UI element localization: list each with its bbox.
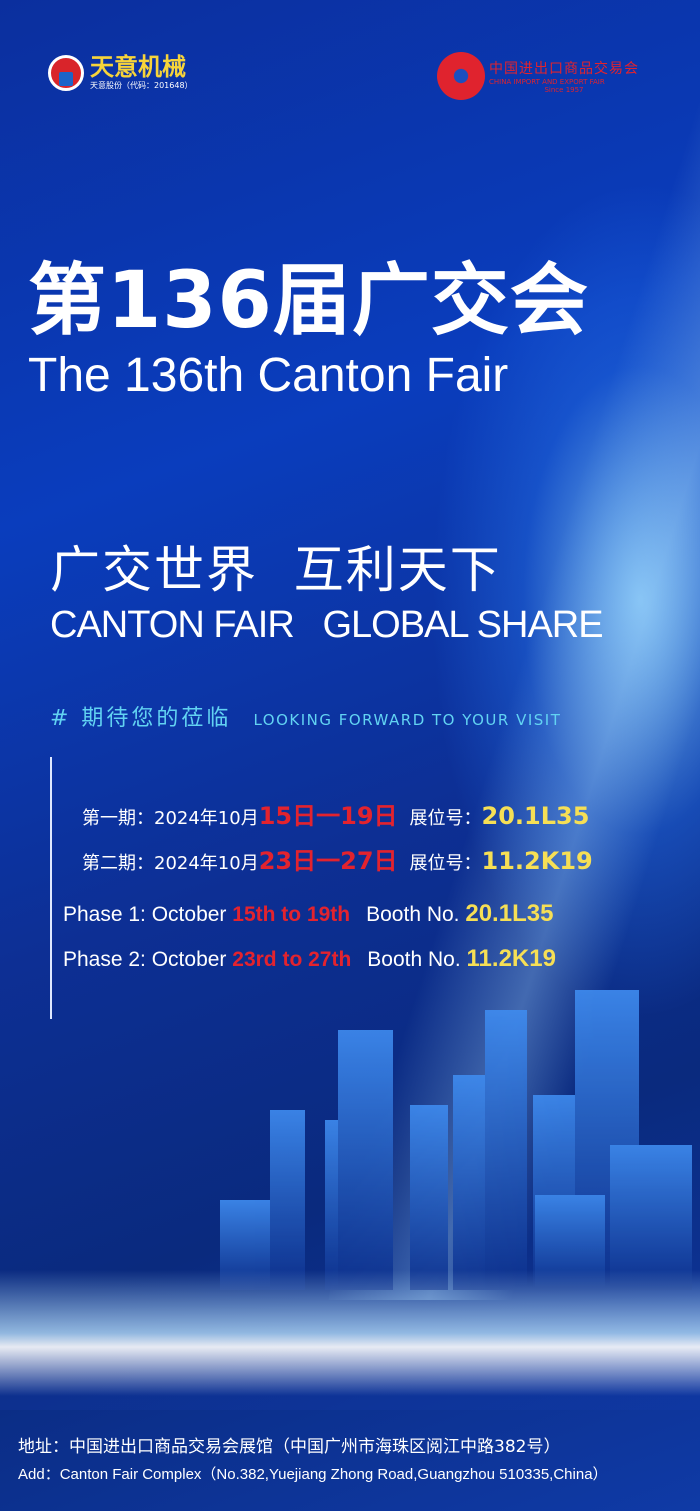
address-cn: 地址：中国进出口商品交易会展馆（中国广州市海珠区阅江中路382号） (18, 1437, 561, 1457)
canton-flower-icon (437, 52, 485, 100)
booth-label: Booth No. (367, 948, 467, 971)
title-en: The 136th Canton Fair (28, 349, 509, 402)
booth-label: 展位号： (409, 853, 482, 874)
booth-number: 20.1L35 (481, 802, 590, 830)
booth-number: 11.2K19 (466, 945, 556, 972)
fair-logo-en: CHINA IMPORT AND EXPORT FAIR (489, 78, 605, 86)
schedule-cn-phase1: 第一期：2024年10月 15日一19日 展位号： 20.1L35 (82, 796, 589, 831)
address-en: Add：Canton Fair Complex（No.382,Yuejiang … (18, 1466, 608, 1483)
building (338, 1030, 393, 1290)
slogan-cn: 广交世界 互利天下 (50, 541, 502, 599)
schedule-en-phase2: Phase 2: October 23rd to 27th Booth No. … (63, 945, 556, 973)
booth-label: 展位号： (409, 808, 482, 829)
building (410, 1105, 448, 1290)
phase-label: 第二期：2024年10月 (82, 853, 259, 874)
company-logo: 天意机械 天意股份（代码：201648） (48, 54, 193, 91)
phase-dates: 23rd to 27th (232, 948, 352, 971)
divider-line (50, 757, 52, 1019)
light-wave (0, 1270, 700, 1410)
company-name: 天意机械 (90, 53, 186, 81)
welcome-line: # 期待您的莅临 LOOKING FORWARD TO YOUR VISIT (50, 700, 561, 732)
phase-label: Phase 1: October (63, 903, 233, 926)
welcome-cn: # 期待您的莅临 (50, 706, 232, 731)
building (270, 1110, 305, 1290)
welcome-en: LOOKING FORWARD TO YOUR VISIT (253, 711, 562, 729)
company-logo-icon (48, 54, 84, 91)
fair-logo-cn: 中国进出口商品交易会 (489, 61, 639, 77)
company-stock-code: 天意股份（代码：201648） (90, 81, 193, 90)
booth-number: 11.2K19 (481, 847, 593, 875)
booth-number: 20.1L35 (465, 900, 554, 927)
city-skyline (220, 990, 692, 1290)
phase-label: Phase 2: October (63, 948, 233, 971)
fair-logo-since: Since 1957 (544, 86, 584, 94)
phase-dates: 23日一27日 (258, 847, 398, 875)
slogan-en: CANTON FAIR GLOBAL SHARE (50, 604, 604, 646)
building (610, 1145, 692, 1290)
building (485, 1010, 527, 1290)
phase-dates: 15日一19日 (258, 802, 398, 830)
schedule-en-phase1: Phase 1: October 15th to 19th Booth No. … (63, 900, 553, 928)
booth-label: Booth No. (366, 903, 466, 926)
title-cn: 第136届广交会 (28, 256, 589, 346)
schedule-cn-phase2: 第二期：2024年10月 23日一27日 展位号： 11.2K19 (82, 841, 593, 876)
phase-label: 第一期：2024年10月 (82, 808, 259, 829)
phase-dates: 15th to 19th (232, 903, 351, 926)
canton-fair-logo: 中国进出口商品交易会 CHINA IMPORT AND EXPORT FAIR … (437, 52, 639, 100)
